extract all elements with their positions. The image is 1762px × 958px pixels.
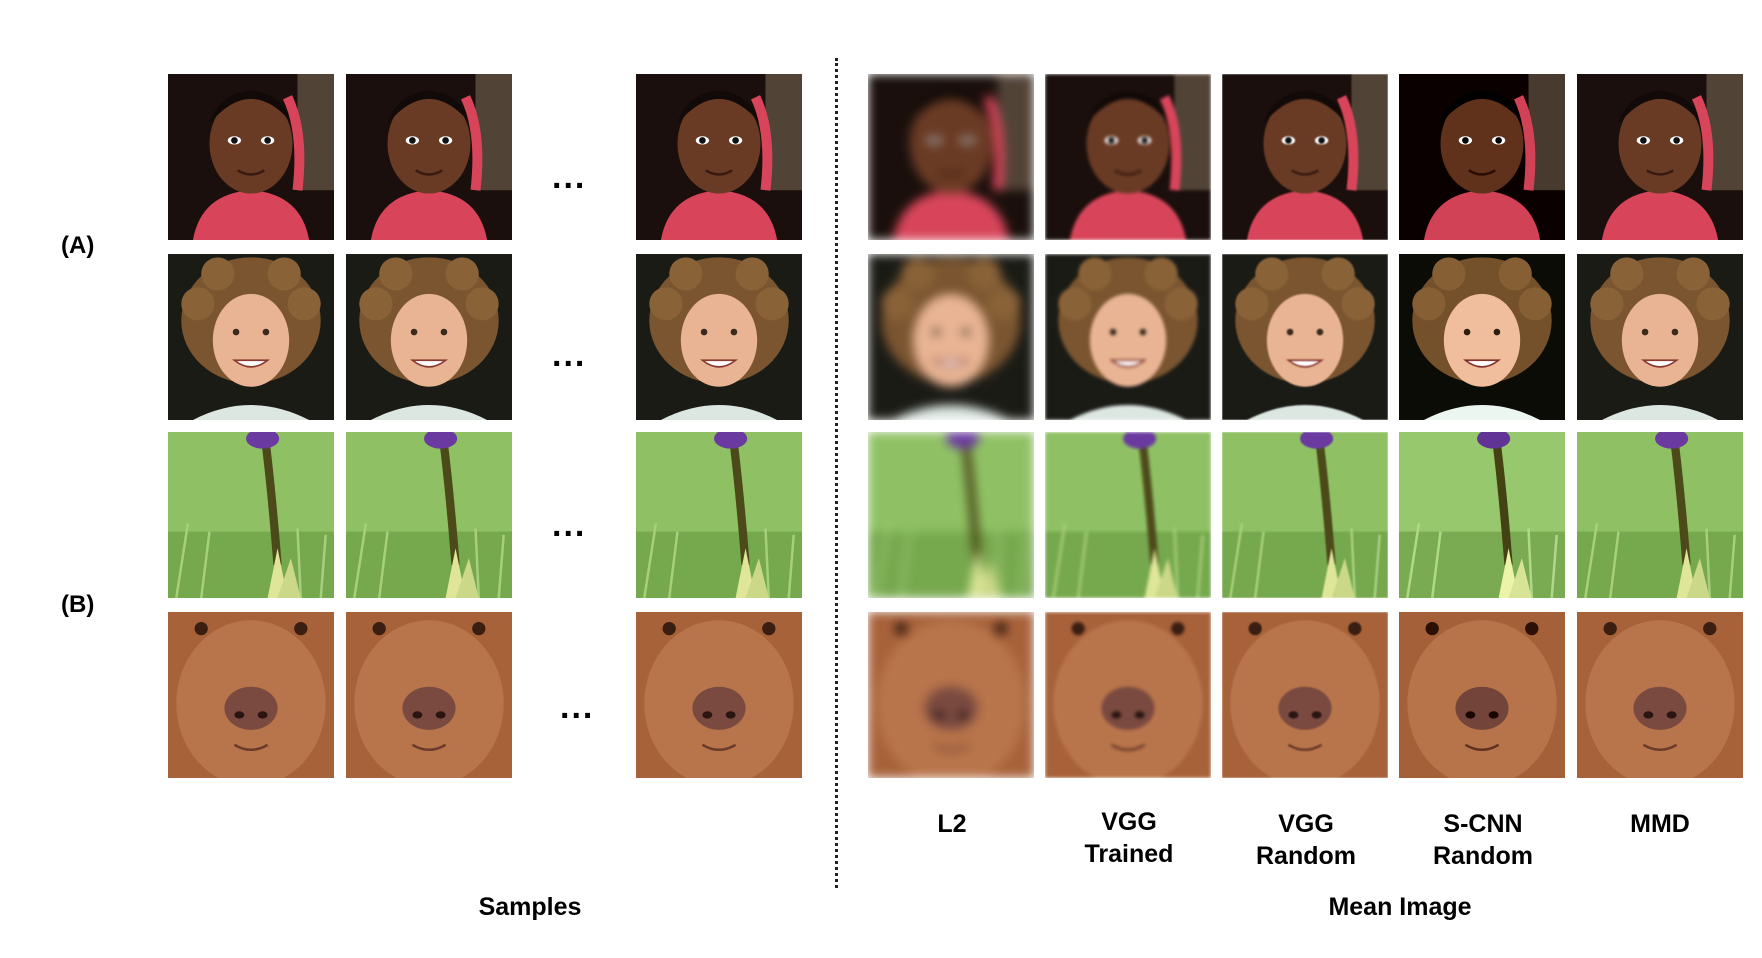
sample-image-r1-c3 [636, 74, 802, 240]
mean-image-r3-c5 [1577, 432, 1743, 598]
mean-image-r3-c3 [1222, 432, 1388, 598]
column-label-vgg-random: VGG Random [1221, 808, 1391, 872]
sample-image-r4-c1 [168, 612, 334, 778]
section-label-samples: Samples [478, 893, 582, 921]
column-label-vgg-trained-line1: VGG [1101, 808, 1157, 836]
mean-image-r4-c3 [1222, 612, 1388, 778]
mean-image-r2-c2 [1045, 254, 1211, 420]
sample-image-r2-c3 [636, 254, 802, 420]
mean-image-r2-c4 [1399, 254, 1565, 420]
ellipsis-row-2: ... [552, 336, 587, 374]
sample-image-r3-c2 [346, 432, 512, 598]
sample-image-r2-c2 [346, 254, 512, 420]
mean-image-r1-c3 [1222, 74, 1388, 240]
sample-image-r4-c3 [636, 612, 802, 778]
sample-image-r3-c3 [636, 432, 802, 598]
column-label-vgg-random-line1: VGG [1278, 810, 1334, 838]
mean-image-r2-c3 [1222, 254, 1388, 420]
mean-image-r3-c4 [1399, 432, 1565, 598]
column-label-mmd: MMD [1575, 808, 1745, 840]
mean-image-r4-c2 [1045, 612, 1211, 778]
sample-image-r4-c2 [346, 612, 512, 778]
mean-image-r4-c4 [1399, 612, 1565, 778]
column-label-mmd-line1: MMD [1630, 810, 1690, 838]
sample-image-r1-c1 [168, 74, 334, 240]
column-label-vgg-random-line2: Random [1256, 842, 1356, 870]
sample-image-r3-c1 [168, 432, 334, 598]
mean-image-r4-c1 [868, 612, 1034, 778]
mean-image-r3-c2 [1045, 432, 1211, 598]
mean-image-r1-c2 [1045, 74, 1211, 240]
ellipsis-row-1: ... [552, 158, 587, 196]
mean-image-r4-c5 [1577, 612, 1743, 778]
group-label-a: (A) [61, 232, 95, 259]
column-label-vgg-trained: VGG Trained [1044, 806, 1214, 870]
column-label-scnn-random-line1: S-CNN [1443, 810, 1523, 838]
mean-image-r1-c4 [1399, 74, 1565, 240]
column-label-vgg-trained-line2: Trained [1084, 840, 1174, 868]
mean-image-r1-c1 [868, 74, 1034, 240]
sample-image-r1-c2 [346, 74, 512, 240]
column-label-l2-line1: L2 [937, 810, 967, 838]
column-label-l2: L2 [867, 808, 1037, 840]
mean-image-r2-c5 [1577, 254, 1743, 420]
section-divider [835, 58, 838, 888]
ellipsis-row-4: ... [560, 688, 595, 726]
ellipsis-row-3: ... [552, 506, 587, 544]
group-label-b: (B) [61, 591, 95, 618]
mean-image-r1-c5 [1577, 74, 1743, 240]
mean-image-r2-c1 [868, 254, 1034, 420]
column-label-scnn-random: S-CNN Random [1398, 808, 1568, 872]
column-label-scnn-random-line2: Random [1433, 842, 1533, 870]
section-label-mean-image: Mean Image [1328, 893, 1472, 921]
sample-image-r2-c1 [168, 254, 334, 420]
mean-image-r3-c1 [868, 432, 1034, 598]
